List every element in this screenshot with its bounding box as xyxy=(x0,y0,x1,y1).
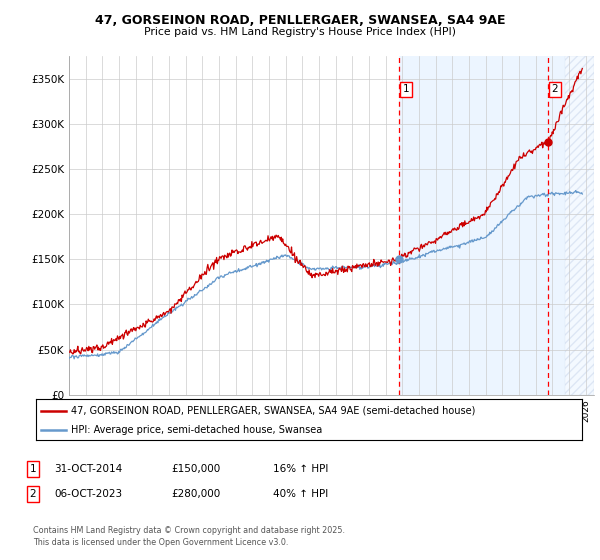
Text: 2: 2 xyxy=(29,489,37,499)
Text: 47, GORSEINON ROAD, PENLLERGAER, SWANSEA, SA4 9AE (semi-detached house): 47, GORSEINON ROAD, PENLLERGAER, SWANSEA… xyxy=(71,405,476,416)
Text: 31-OCT-2014: 31-OCT-2014 xyxy=(54,464,122,474)
Bar xyxy=(400,56,565,395)
Text: 47, GORSEINON ROAD, PENLLERGAER, SWANSEA, SA4 9AE: 47, GORSEINON ROAD, PENLLERGAER, SWANSEA… xyxy=(95,14,505,27)
Text: £280,000: £280,000 xyxy=(171,489,220,499)
Text: 1: 1 xyxy=(403,85,409,95)
Text: Price paid vs. HM Land Registry's House Price Index (HPI): Price paid vs. HM Land Registry's House … xyxy=(144,27,456,37)
Bar xyxy=(565,56,594,395)
Text: £150,000: £150,000 xyxy=(171,464,220,474)
Text: 2: 2 xyxy=(551,85,558,95)
Text: 40% ↑ HPI: 40% ↑ HPI xyxy=(273,489,328,499)
Text: HPI: Average price, semi-detached house, Swansea: HPI: Average price, semi-detached house,… xyxy=(71,424,323,435)
Text: 16% ↑ HPI: 16% ↑ HPI xyxy=(273,464,328,474)
Text: 1: 1 xyxy=(29,464,37,474)
Text: Contains HM Land Registry data © Crown copyright and database right 2025.
This d: Contains HM Land Registry data © Crown c… xyxy=(33,526,345,547)
Text: 06-OCT-2023: 06-OCT-2023 xyxy=(54,489,122,499)
